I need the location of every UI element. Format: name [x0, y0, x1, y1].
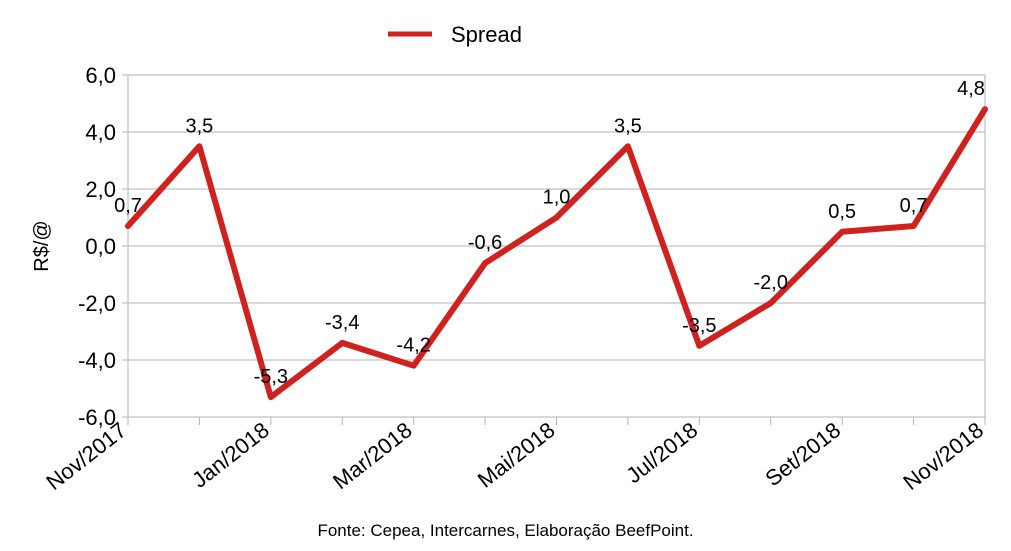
y-tick-label: -6,0	[78, 405, 116, 430]
series-spread	[125, 106, 988, 401]
x-tick-label: Mar/2018	[328, 417, 417, 494]
gridlines	[128, 74, 985, 418]
data-label: -3,4	[325, 312, 359, 334]
y-axis-label: R$/@	[31, 220, 53, 271]
data-point	[913, 225, 915, 227]
x-tick-label: Nov/2018	[898, 417, 988, 495]
data-label: 0,5	[828, 201, 856, 223]
y-tick-label: 0,0	[85, 234, 116, 259]
data-point	[770, 302, 772, 304]
y-tick-label: 2,0	[85, 177, 116, 202]
data-label: 3,5	[186, 115, 214, 137]
y-tick-label: 4,0	[85, 120, 116, 145]
x-tick-label: Mai/2018	[473, 417, 560, 492]
x-tick-labels: Nov/2017 Jan/2018 Mar/2018 Mai/2018 Jul/2018…	[41, 417, 988, 495]
x-tick-label: Jul/2018	[621, 417, 702, 488]
data-label: -3,5	[682, 315, 716, 337]
y-tick-label: -4,0	[78, 348, 116, 373]
data-point	[984, 108, 986, 110]
data-label: 0,7	[114, 195, 142, 217]
data-label: -0,6	[468, 232, 502, 254]
x-tick-label: Jan/2018	[187, 417, 274, 492]
legend-label: Spread	[451, 22, 522, 47]
data-labels: 0,7 3,5 -5,3 -3,4 -4,2 -0,6 1,0 3,5 -3,5 -2,0 0,5 0…	[114, 78, 985, 388]
data-label: 0,7	[900, 195, 928, 217]
y-tick-label: 6,0	[85, 63, 116, 88]
data-point	[484, 262, 486, 264]
data-point	[698, 345, 700, 347]
data-point	[341, 342, 343, 344]
series-line	[125, 106, 988, 401]
axes	[122, 74, 986, 425]
data-point	[627, 145, 629, 147]
data-label: 4,8	[957, 78, 985, 100]
data-label: -4,2	[396, 335, 430, 357]
y-tick-labels: -6,0 -4,0 -2,0 0,0 2,0 4,0 6,0	[78, 63, 116, 430]
data-label: 1,0	[543, 187, 571, 209]
data-point	[127, 225, 129, 227]
data-label: -2,0	[754, 272, 788, 294]
data-point	[198, 145, 200, 147]
x-tick-label: Set/2018	[760, 417, 845, 491]
data-point	[270, 396, 272, 398]
data-label: -5,3	[254, 366, 288, 388]
data-point	[413, 365, 415, 367]
source-note: Fonte: Cepea, Intercarnes, Elaboração Be…	[317, 521, 694, 540]
legend: Spread	[388, 22, 522, 47]
y-tick-label: -2,0	[78, 291, 116, 316]
data-point	[556, 217, 557, 218]
data-label: 3,5	[614, 115, 642, 137]
data-point	[841, 231, 843, 233]
